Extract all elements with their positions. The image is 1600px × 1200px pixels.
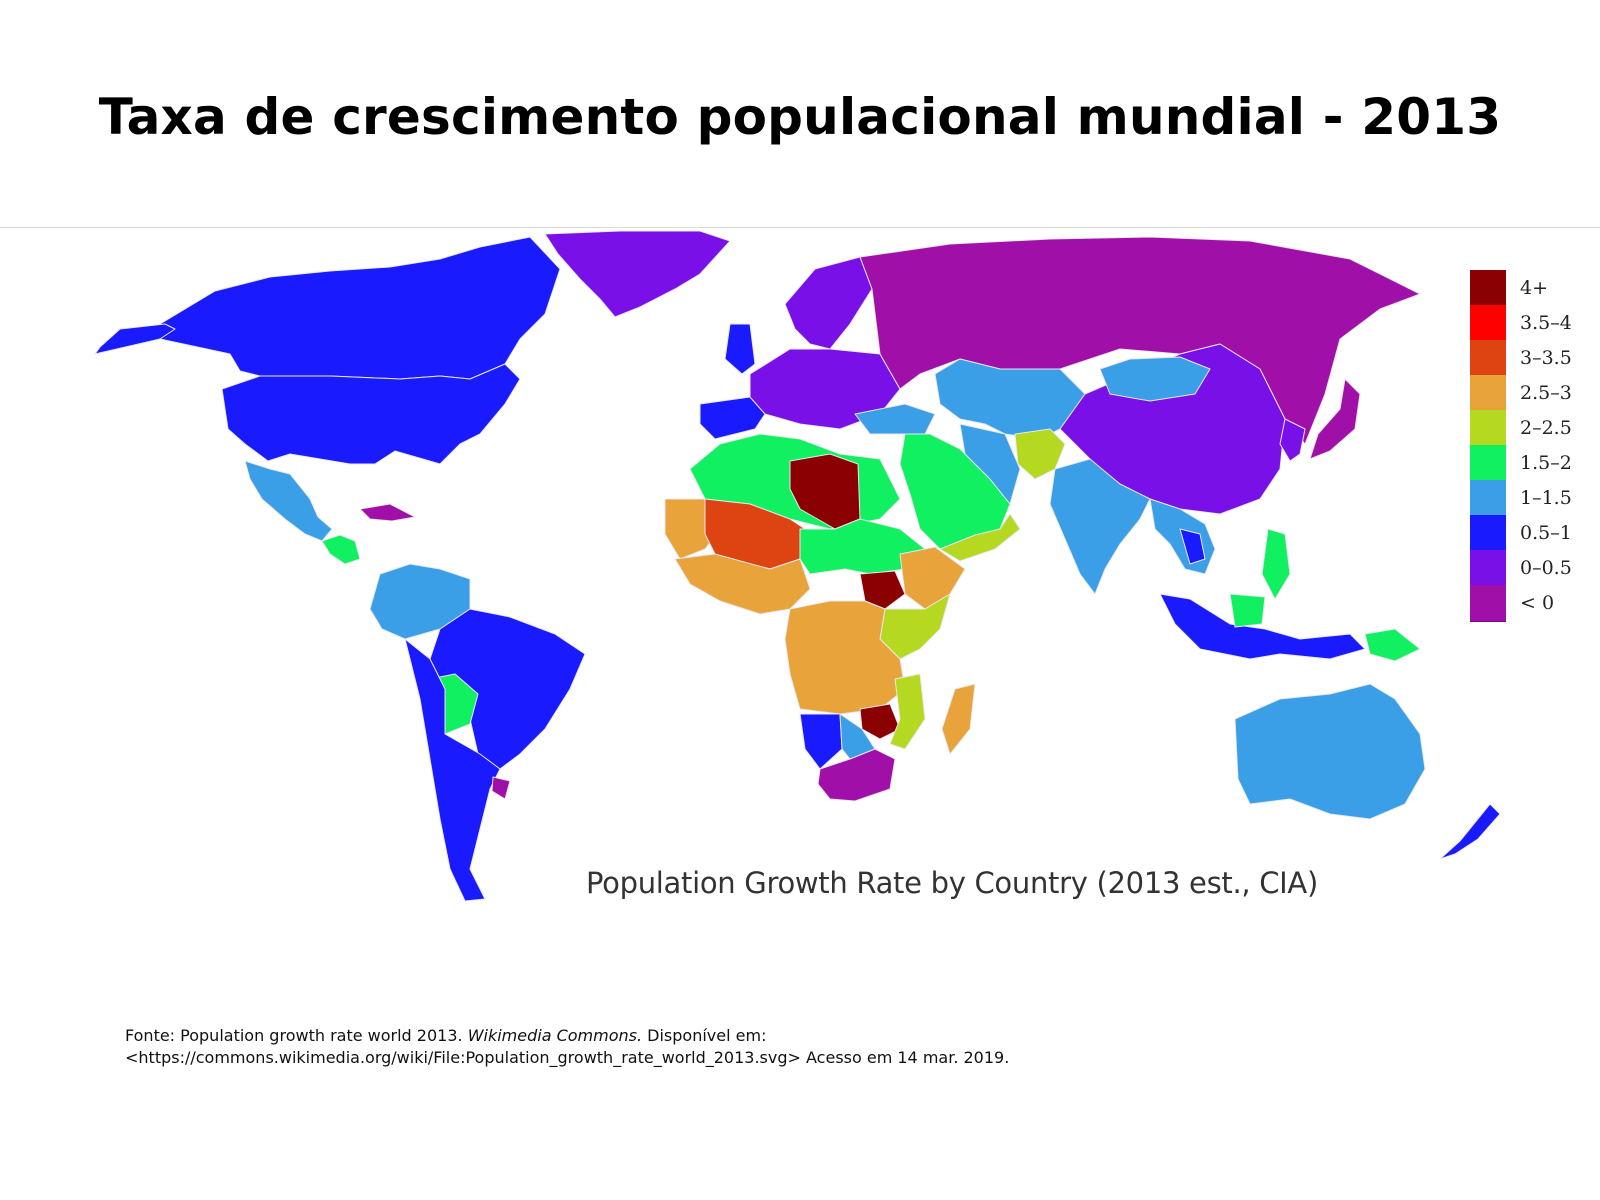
legend-label: 1.5–2 xyxy=(1520,452,1572,474)
source-line-2: <https://commons.wikimedia.org/wiki/File… xyxy=(125,1048,1010,1067)
legend-item: 1.5–2 xyxy=(1470,445,1590,482)
source-line-1: Fonte: Population growth rate world 2013… xyxy=(125,1025,1009,1047)
legend-label: 2.5–3 xyxy=(1520,382,1572,404)
legend-label: 0–0.5 xyxy=(1520,557,1572,579)
region-turkey-caucasus xyxy=(854,403,936,435)
region-southern-cone xyxy=(404,638,501,902)
region-namibia xyxy=(799,713,843,770)
region-central-america xyxy=(321,534,361,565)
world-map-figure: 4+ 3.5–4 3–3.5 2.5–3 2–2.5 1.5–2 1–1.5 0.5–1 0–0… xyxy=(0,229,1600,949)
region-madagascar xyxy=(941,683,976,755)
region-zimbabwe-zambia xyxy=(859,703,901,740)
legend-swatch xyxy=(1470,515,1506,552)
region-korea xyxy=(1279,418,1306,462)
region-mexico xyxy=(244,460,333,542)
legend-swatch xyxy=(1470,410,1506,447)
region-philippines xyxy=(1261,528,1291,600)
region-caribbean xyxy=(359,503,416,522)
legend-item: 1–1.5 xyxy=(1470,480,1590,517)
legend-swatch xyxy=(1470,480,1506,517)
region-iran xyxy=(959,423,1021,505)
source-publisher: Wikimedia Commons. xyxy=(467,1026,643,1045)
legend-item: 3–3.5 xyxy=(1470,340,1590,377)
region-mongolia xyxy=(1099,356,1211,402)
legend-item: 3.5–4 xyxy=(1470,305,1590,342)
legend-item: 0–0.5 xyxy=(1470,550,1590,587)
region-uruguay xyxy=(491,776,511,800)
region-south-africa xyxy=(817,748,896,802)
source-suffix: Disponível em: xyxy=(642,1026,767,1045)
region-south-sudan xyxy=(859,570,906,610)
legend-label: 3.5–4 xyxy=(1520,312,1572,334)
legend-swatch xyxy=(1470,305,1506,342)
legend-label: < 0 xyxy=(1520,592,1555,614)
legend-item: 0.5–1 xyxy=(1470,515,1590,552)
legend-swatch xyxy=(1470,445,1506,482)
region-greenland xyxy=(544,230,731,318)
region-borneo xyxy=(1229,593,1266,628)
legend-swatch xyxy=(1470,550,1506,587)
source-prefix: Fonte: Population growth rate world 2013… xyxy=(125,1026,468,1045)
legend-swatch xyxy=(1470,340,1506,377)
region-thailand xyxy=(1179,528,1206,565)
legend-item: 2–2.5 xyxy=(1470,410,1590,447)
region-india xyxy=(1049,458,1151,595)
region-new-zealand xyxy=(1439,803,1501,860)
world-map xyxy=(0,229,1600,949)
region-gulf-of-guinea xyxy=(674,553,811,615)
legend-label: 4+ xyxy=(1520,277,1549,299)
region-australia xyxy=(1234,683,1426,820)
legend-item: < 0 xyxy=(1470,585,1590,622)
legend-label: 0.5–1 xyxy=(1520,522,1572,544)
region-japan xyxy=(1309,378,1361,460)
region-alaska xyxy=(94,323,176,355)
region-indonesia xyxy=(1159,593,1366,660)
legend-swatch xyxy=(1470,270,1506,307)
region-mozambique xyxy=(889,673,926,750)
page-title: Taxa de crescimento populacional mundial… xyxy=(98,88,1502,146)
legend-item: 2.5–3 xyxy=(1470,375,1590,412)
legend-label: 2–2.5 xyxy=(1520,417,1572,439)
legend-label: 3–3.5 xyxy=(1520,347,1572,369)
legend-label: 1–1.5 xyxy=(1520,487,1572,509)
region-uk xyxy=(724,323,756,375)
legend-swatch xyxy=(1470,585,1506,622)
title-divider xyxy=(0,227,1600,228)
region-scandinavia xyxy=(784,256,873,350)
region-usa xyxy=(221,363,521,465)
region-yemen-oman xyxy=(939,513,1021,562)
legend-swatch xyxy=(1470,375,1506,412)
region-canada xyxy=(94,236,561,380)
map-caption: Population Growth Rate by Country (2013 … xyxy=(586,866,1318,900)
source-citation: Fonte: Population growth rate world 2013… xyxy=(125,1025,1009,1069)
legend-item: 4+ xyxy=(1470,270,1590,307)
region-papua xyxy=(1364,628,1421,662)
